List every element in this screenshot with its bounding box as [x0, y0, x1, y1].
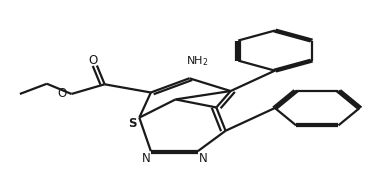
Text: N: N — [199, 152, 207, 165]
Text: O: O — [88, 54, 98, 67]
Text: NH$_2$: NH$_2$ — [186, 54, 208, 68]
Text: N: N — [142, 152, 150, 165]
Text: O: O — [57, 87, 66, 100]
Text: S: S — [128, 117, 137, 130]
